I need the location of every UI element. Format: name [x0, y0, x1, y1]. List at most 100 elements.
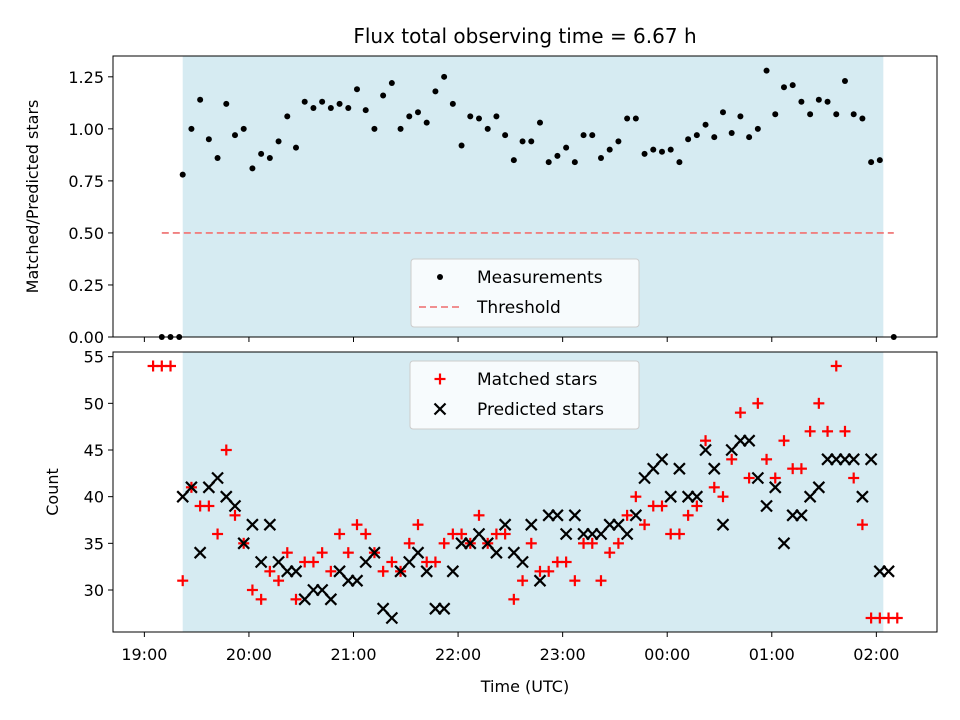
predicted-star-point-stroke [516, 555, 529, 569]
predicted-star-point [568, 509, 582, 522]
legend-label: Threshold [476, 298, 561, 318]
predicted-star-point [812, 481, 826, 494]
predicted-star-point [655, 453, 669, 466]
predicted-star-point-stroke [716, 518, 730, 531]
predicted-star-point [446, 565, 460, 578]
predicted-star-point [716, 518, 730, 531]
measurement-point [780, 84, 787, 91]
predicted-star-point [193, 546, 207, 559]
predicted-star-point [673, 462, 686, 475]
predicted-star-point [516, 555, 529, 569]
predicted-star-point-stroke [254, 555, 268, 569]
legend-predicted-marker-stroke [433, 402, 447, 416]
bottom-y-axis-label: Count [43, 468, 62, 516]
measurement-point [423, 119, 430, 126]
predicted-star-point-stroke [437, 602, 451, 615]
predicted-star-point [559, 527, 573, 541]
matched-star-point [822, 425, 834, 437]
predicted-star-point-stroke [289, 565, 303, 578]
predicted-star-point-stroke [655, 453, 669, 466]
measurement-point [719, 109, 726, 116]
matched-star-point [839, 425, 851, 437]
measurement-point [475, 115, 482, 122]
predicted-star-point [620, 527, 634, 541]
predicted-star-point-stroke [333, 565, 346, 578]
x-tick-label: 20:00 [226, 645, 272, 664]
predicted-star-point-stroke [777, 537, 791, 550]
y-tick-label: 35 [84, 534, 104, 553]
predicted-star-point [760, 499, 773, 513]
measurement-point [667, 146, 674, 153]
measurement-point [824, 98, 831, 105]
predicted-star-point [228, 499, 242, 513]
predicted-star-point [864, 453, 878, 466]
measurement-point [807, 111, 814, 118]
matched-star-point [761, 453, 773, 465]
matched-star-point [246, 584, 258, 596]
matched-star-point [673, 528, 685, 540]
measurement-point [432, 88, 439, 95]
predicted-star-point-stroke [760, 499, 773, 513]
measurement-point [702, 121, 709, 128]
predicted-star-point-stroke [211, 471, 224, 485]
measurement-point [763, 67, 770, 74]
measurement-point [275, 138, 282, 145]
measurement-point [815, 96, 822, 103]
measurement-point [746, 134, 753, 141]
predicted-star-point [185, 481, 198, 494]
legend-frame [409, 360, 640, 430]
predicted-star-point-stroke [385, 611, 399, 625]
matched-star-point [569, 575, 581, 587]
legend-label: Predicted stars [477, 400, 604, 420]
matched-star-point [438, 537, 450, 549]
predicted-star-point-stroke [368, 546, 381, 559]
matched-star-point [255, 593, 267, 605]
matched-star-point [203, 500, 215, 512]
predicted-star-point-stroke [185, 481, 198, 494]
matched-star-point [499, 528, 511, 540]
bottom-x-ticks: 19:00 20:00 21:00 22:00 23:00 00:00 01:00 02:00 [121, 632, 899, 664]
predicted-star-point-stroke [699, 443, 712, 457]
matched-star-point [682, 509, 694, 521]
measurement-point [441, 73, 448, 80]
legend-frame [410, 258, 640, 328]
measurement-point [841, 77, 848, 84]
predicted-star-point-stroke [812, 481, 826, 494]
measurement-point [728, 130, 735, 137]
legend-label: Measurements [477, 268, 603, 288]
matched-star-point [604, 547, 616, 559]
predicted-star-point-stroke [673, 462, 686, 475]
predicted-star-point-stroke [856, 490, 869, 503]
predicted-star-point [237, 537, 250, 550]
predicted-star-point-stroke [507, 546, 521, 559]
measurement-point [458, 142, 465, 149]
measurement-point [589, 132, 596, 139]
predicted-star-point [385, 611, 399, 625]
matched-star-point [165, 360, 177, 372]
predicted-star-point [368, 546, 381, 559]
matched-star-point [264, 565, 276, 577]
matched-star-point [691, 500, 703, 512]
predicted-star-point [777, 537, 791, 550]
measurement-point [563, 144, 570, 151]
matched-star-point [316, 547, 328, 559]
matched-star-point [212, 528, 224, 540]
matched-star-point [595, 575, 607, 587]
predicted-star-point-stroke [882, 565, 895, 578]
measurement-point [371, 125, 378, 132]
predicted-star-point [629, 509, 643, 522]
measurement-point [197, 96, 204, 103]
predicted-star-point-stroke [533, 574, 547, 587]
measurement-point [258, 150, 265, 157]
matched-star-point [543, 565, 555, 577]
predicted-star-point [246, 518, 259, 531]
measurement-point [414, 109, 421, 116]
predicted-star-point-stroke [420, 565, 433, 578]
predicted-star-point-stroke [193, 546, 207, 559]
measurement-point [301, 98, 308, 105]
predicted-star-point-stroke [481, 537, 494, 550]
chart-title: Flux total observing time = 6.67 h [353, 24, 696, 48]
predicted-star-point [856, 490, 869, 503]
predicted-star-point-stroke [446, 565, 460, 578]
